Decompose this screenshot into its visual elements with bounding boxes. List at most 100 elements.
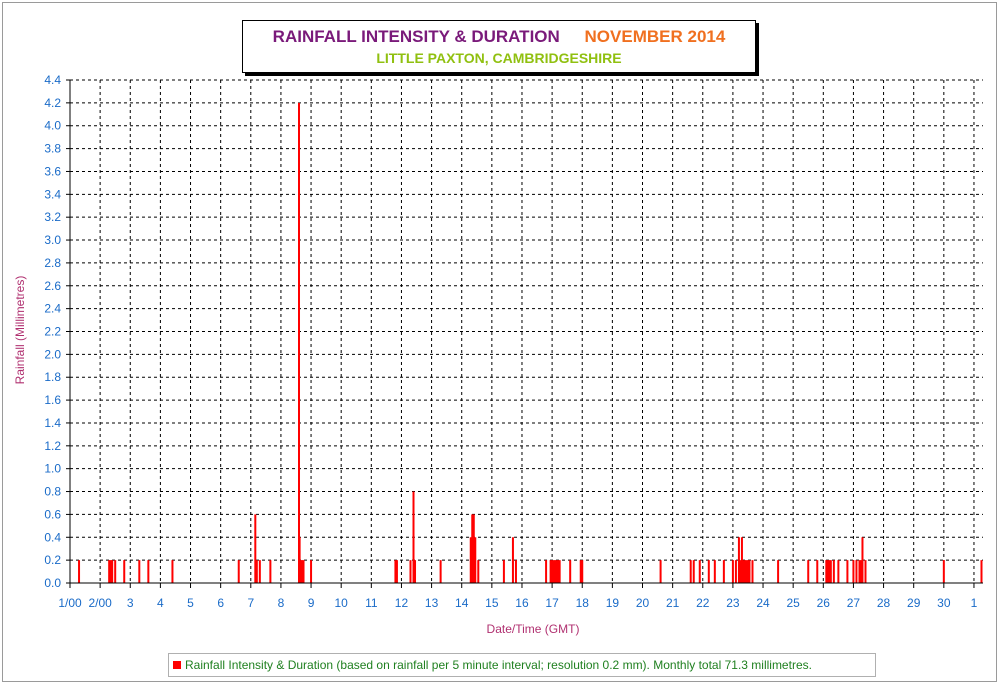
rainfall-bar bbox=[858, 560, 861, 583]
rainfall-bar bbox=[557, 560, 560, 583]
y-tick-label: 1.0 bbox=[44, 462, 61, 476]
rainfall-bar bbox=[846, 560, 849, 583]
x-tick-label: 25 bbox=[786, 596, 800, 610]
rainfall-bar bbox=[502, 560, 505, 583]
y-tick-label: 0.0 bbox=[44, 576, 61, 590]
rainfall-bar bbox=[439, 560, 442, 583]
rainfall-bar bbox=[414, 560, 417, 583]
rainfall-bar bbox=[237, 560, 240, 583]
chart-month: NOVEMBER 2014 bbox=[584, 27, 726, 46]
rainfall-bar bbox=[302, 560, 305, 583]
legend: Rainfall Intensity & Duration (based on … bbox=[168, 653, 876, 677]
x-tick-label: 11 bbox=[365, 596, 378, 610]
rainfall-bar bbox=[310, 560, 313, 583]
rainfall-bar bbox=[698, 560, 701, 583]
y-tick-label: 3.2 bbox=[44, 210, 61, 224]
x-tick-label: 30 bbox=[937, 596, 951, 610]
rainfall-bar bbox=[299, 560, 302, 583]
rainfall-bar bbox=[832, 560, 835, 583]
x-tick-label: 23 bbox=[726, 596, 740, 610]
y-tick-label: 0.8 bbox=[44, 485, 61, 499]
rainfall-bar bbox=[269, 560, 272, 583]
legend-label: Rainfall Intensity & Duration (based on … bbox=[185, 658, 812, 672]
rainfall-bar bbox=[255, 560, 258, 583]
x-tick-label: 3 bbox=[127, 596, 134, 610]
rainfall-bar bbox=[837, 560, 840, 583]
title-line: RAINFALL INTENSITY & DURATION NOVEMBER 2… bbox=[243, 27, 755, 47]
rainfall-bar bbox=[412, 491, 415, 583]
rainfall-bar bbox=[864, 560, 867, 583]
x-tick-labels: 1/00 2/00 3 4 5 6 7 8 9 10 11 12 13 14 15 16 17 18 19 20 21 2… bbox=[58, 596, 977, 610]
rainfall-bar bbox=[746, 560, 749, 583]
rainfall-bar bbox=[739, 560, 742, 583]
rainfall-bar bbox=[855, 560, 858, 583]
rainfall-bar bbox=[477, 560, 480, 583]
chart-title: RAINFALL INTENSITY & DURATION bbox=[272, 27, 560, 46]
rainfall-bar bbox=[743, 560, 746, 583]
rainfall-bar bbox=[722, 560, 725, 583]
rainfall-bar bbox=[298, 102, 301, 583]
axes bbox=[66, 79, 983, 588]
x-tick-label: 16 bbox=[515, 596, 529, 610]
rainfall-bar bbox=[551, 560, 554, 583]
rainfall-bar bbox=[558, 560, 561, 583]
rainfall-bar bbox=[713, 560, 716, 583]
x-tick-label: 8 bbox=[278, 596, 285, 610]
y-tick-label: 3.4 bbox=[44, 187, 61, 201]
y-tick-label: 1.4 bbox=[44, 416, 61, 430]
x-tick-label: 27 bbox=[847, 596, 861, 610]
rainfall-bars bbox=[78, 102, 983, 583]
y-tick-label: 2.4 bbox=[44, 302, 61, 316]
rainfall-bar bbox=[852, 560, 855, 583]
x-tick-label: 5 bbox=[187, 596, 194, 610]
rainfall-bar bbox=[147, 560, 150, 583]
rainfall-bar bbox=[861, 537, 864, 583]
rainfall-bar bbox=[394, 560, 397, 583]
rainfall-bar bbox=[659, 560, 662, 583]
rainfall-bar bbox=[740, 537, 743, 583]
y-tick-label: 1.2 bbox=[44, 439, 61, 453]
x-tick-label: 18 bbox=[576, 596, 590, 610]
rainfall-bar bbox=[731, 560, 734, 583]
x-tick-label: 10 bbox=[335, 596, 349, 610]
rainfall-bar bbox=[980, 560, 983, 583]
rainfall-bar bbox=[737, 537, 740, 583]
rainfall-bar bbox=[569, 560, 572, 583]
x-tick-label: 17 bbox=[545, 596, 559, 610]
rainfall-bar bbox=[748, 560, 751, 583]
rainfall-bar bbox=[554, 560, 557, 583]
y-tick-label: 2.8 bbox=[44, 256, 61, 270]
x-tick-label: 22 bbox=[696, 596, 710, 610]
y-tick-label: 0.2 bbox=[44, 553, 61, 567]
rainfall-bar bbox=[751, 560, 754, 583]
title-box: RAINFALL INTENSITY & DURATION NOVEMBER 2… bbox=[242, 20, 756, 73]
rainfall-bar bbox=[745, 560, 748, 583]
x-tick-label: 21 bbox=[666, 596, 680, 610]
rainfall-bar bbox=[828, 560, 831, 583]
grid-lines bbox=[70, 79, 983, 583]
rainfall-bar bbox=[825, 560, 828, 583]
x-tick-label: 26 bbox=[817, 596, 831, 610]
rainfall-bar bbox=[581, 560, 584, 583]
x-tick-label: 15 bbox=[485, 596, 499, 610]
rainfall-bar bbox=[471, 514, 474, 583]
rainfall-bar bbox=[472, 514, 475, 583]
y-tick-label: 1.8 bbox=[44, 370, 61, 384]
y-tick-label: 3.6 bbox=[44, 164, 61, 178]
x-tick-label: 1 bbox=[971, 596, 978, 610]
rainfall-bar bbox=[254, 514, 257, 583]
rainfall-bar bbox=[109, 560, 112, 583]
y-tick-label: 3.0 bbox=[44, 233, 61, 247]
rainfall-bar bbox=[123, 560, 126, 583]
x-tick-label: 19 bbox=[606, 596, 620, 610]
rainfall-bar bbox=[807, 560, 810, 583]
y-tick-label: 4.0 bbox=[44, 119, 61, 133]
rainfall-bar bbox=[707, 560, 710, 583]
x-tick-label: 6 bbox=[217, 596, 224, 610]
rainfall-bar bbox=[301, 560, 304, 583]
y-tick-label: 3.8 bbox=[44, 142, 61, 156]
rainfall-bar bbox=[859, 560, 862, 583]
y-tick-label: 1.6 bbox=[44, 393, 61, 407]
x-tick-label: 29 bbox=[907, 596, 921, 610]
rainfall-bar bbox=[514, 560, 517, 583]
